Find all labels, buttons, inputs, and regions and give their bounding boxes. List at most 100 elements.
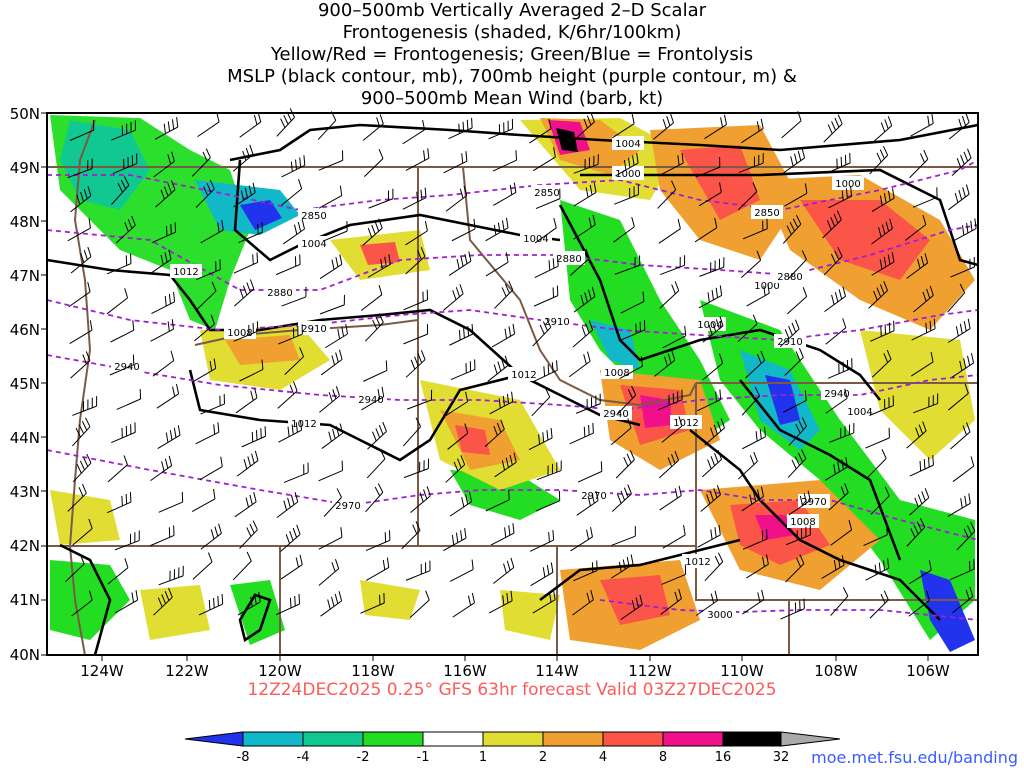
- wind-barb: [610, 554, 634, 579]
- wind-barb: [233, 252, 259, 274]
- wind-barb: [701, 449, 723, 478]
- svg-text:1000: 1000: [835, 179, 860, 190]
- wind-barb: [828, 186, 853, 209]
- wind-barb: [410, 486, 431, 514]
- wind-barb: [361, 386, 385, 411]
- wind-barb: [402, 187, 427, 210]
- wind-barb: [570, 527, 593, 552]
- wind-barb: [153, 151, 175, 178]
- wind-barb: [191, 148, 211, 177]
- lon-label: 110W: [720, 662, 764, 680]
- wind-barb: [746, 554, 769, 579]
- colorbar-tick-label: -4: [297, 750, 310, 765]
- title-line-3: Yellow/Red = Frontogenesis; Green/Blue =…: [270, 44, 754, 65]
- wind-barb: [785, 525, 811, 546]
- wind-barb: [865, 427, 890, 449]
- wind-barb: [450, 359, 476, 381]
- mslp-label: 1004: [612, 136, 644, 150]
- forecast-valid-line: 12Z24DEC2025 0.25° GFS 63hr forecast Val…: [247, 680, 777, 700]
- wind-barb: [158, 492, 184, 513]
- wind-barb: [536, 460, 562, 481]
- wind-barb: [485, 489, 510, 512]
- wind-barb: [491, 323, 516, 348]
- source-credit: moe.met.fsu.edu/banding: [811, 748, 1018, 767]
- wind-barb: [70, 186, 92, 213]
- wind-barb: [234, 279, 255, 307]
- wind-barb: [870, 486, 890, 515]
- wind-barb: [576, 490, 599, 516]
- mslp-label: 1004: [694, 317, 726, 331]
- mslp-contour: [46, 258, 641, 427]
- wind-barb: [743, 218, 768, 240]
- wind-barb: [402, 119, 426, 145]
- frontolysis-area: [920, 570, 975, 652]
- wind-barb: [283, 462, 309, 483]
- mslp-contour: [238, 593, 272, 643]
- lat-label: 45N: [10, 375, 40, 393]
- wind-barb: [368, 188, 394, 209]
- wind-barb: [364, 313, 384, 342]
- height-label: 2940: [111, 359, 143, 373]
- svg-text:1004: 1004: [615, 139, 640, 150]
- wind-barb: [830, 520, 853, 546]
- wind-barb: [913, 393, 939, 414]
- mslp-labels: 1004 1000 1000 1004 1004 1012 1008 1012 …: [170, 136, 876, 568]
- wind-barb: [951, 148, 972, 176]
- mslp-contours: [46, 123, 979, 656]
- border-line: [68, 119, 96, 656]
- wind-barb: [362, 218, 383, 246]
- wind-barb: [695, 157, 721, 178]
- wind-barb: [704, 418, 725, 446]
- wind-barb: [573, 286, 596, 313]
- wind-barb: [823, 114, 843, 143]
- wind-barb: [318, 460, 343, 482]
- mslp-label: 1012: [508, 367, 540, 381]
- wind-barb: [788, 250, 807, 279]
- wind-barb: [830, 587, 849, 616]
- wind-barb: [195, 179, 215, 208]
- wind-barb: [782, 214, 802, 244]
- title-line-4: MSLP (black contour, mb), 700mb height (…: [227, 66, 797, 87]
- mslp-label: 1004: [298, 236, 330, 250]
- wind-barb: [617, 385, 637, 415]
- colorbar-segment: [242, 731, 304, 747]
- wind-barb: [620, 319, 646, 341]
- wind-barb: [702, 353, 724, 381]
- title-line-1: 900–500mb Vertically Averaged 2–D Scalar: [317, 0, 707, 21]
- wind-barb: [67, 218, 91, 242]
- lon-label: 122W: [165, 662, 209, 680]
- colorbar-segment: [722, 731, 782, 747]
- wind-barb: [620, 291, 645, 314]
- wind-barb: [318, 527, 343, 550]
- wind-barb: [112, 153, 138, 174]
- wind-barb: [787, 449, 807, 478]
- wind-barb: [956, 521, 976, 551]
- wind-barb: [360, 284, 383, 311]
- wind-barb: [906, 421, 927, 449]
- wind-barb: [447, 423, 469, 450]
- wind-barb: [452, 592, 475, 618]
- wind-barb: [319, 294, 345, 315]
- wind-barb: [407, 389, 433, 410]
- wind-barb: [828, 483, 849, 511]
- wind-barb: [784, 347, 804, 376]
- frontogenesis-area: [860, 330, 975, 460]
- svg-text:1000: 1000: [754, 281, 779, 292]
- svg-text:1012: 1012: [511, 370, 536, 381]
- lat-ticks: [41, 112, 47, 656]
- lat-label: 48N: [10, 213, 40, 231]
- wind-barb: [572, 320, 594, 348]
- wind-barb: [947, 283, 966, 313]
- svg-text:2850: 2850: [754, 208, 779, 219]
- svg-text:2850: 2850: [301, 211, 326, 222]
- wind-barb: [952, 456, 975, 483]
- wind-barb: [613, 216, 635, 243]
- wind-barb: [953, 218, 977, 242]
- wind-barb: [365, 530, 391, 551]
- wind-barb: [70, 351, 91, 379]
- wind-barb: [695, 590, 718, 616]
- lat-label: 40N: [10, 646, 40, 664]
- svg-text:1012: 1012: [673, 418, 698, 429]
- wind-barb: [149, 249, 172, 275]
- wind-barb: [366, 557, 390, 581]
